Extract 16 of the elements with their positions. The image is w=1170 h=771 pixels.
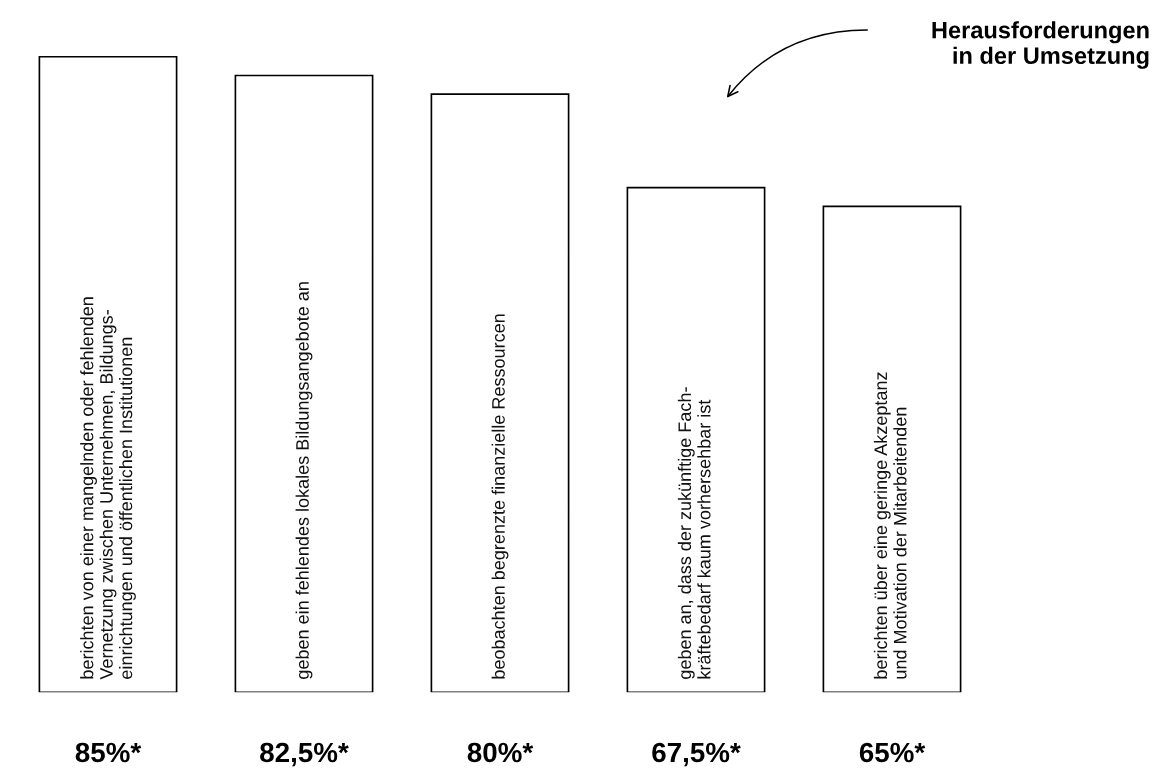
x-tick-label: geben ein fehlendes lokales Bildungsangebote an	[295, 282, 313, 679]
bar	[822, 205, 962, 693]
x-tick-label: beobachten begrenzte finanzielle Ressourcen	[491, 314, 509, 679]
data-label: 82,5%*	[260, 742, 349, 767]
data-label: 65%*	[859, 742, 926, 763]
bar	[234, 74, 374, 693]
x-tick-label: berichten von einer mangelnden oder fehlenden Vernetzung zwischen Unternehmen, Bildungs- einrichtungen und öffentlichen Institutionen	[80, 297, 136, 680]
data-label: 80%*	[467, 742, 534, 763]
bar	[38, 55, 178, 693]
annotation: Herausforderungen in der Umsetzung	[932, 21, 1149, 69]
x-tick-label: geben an, dass der zukünftige Fach- kräftebedarf kaum vorhersehbar ist	[677, 387, 711, 679]
bar	[626, 186, 766, 693]
bar	[430, 93, 570, 693]
x-tick-label: berichten über eine geringe Akzeptanz und Motivation der Mitarbeitenden	[873, 372, 907, 679]
data-label: 67,5%*	[652, 742, 741, 767]
data-label: 85%*	[75, 742, 142, 763]
